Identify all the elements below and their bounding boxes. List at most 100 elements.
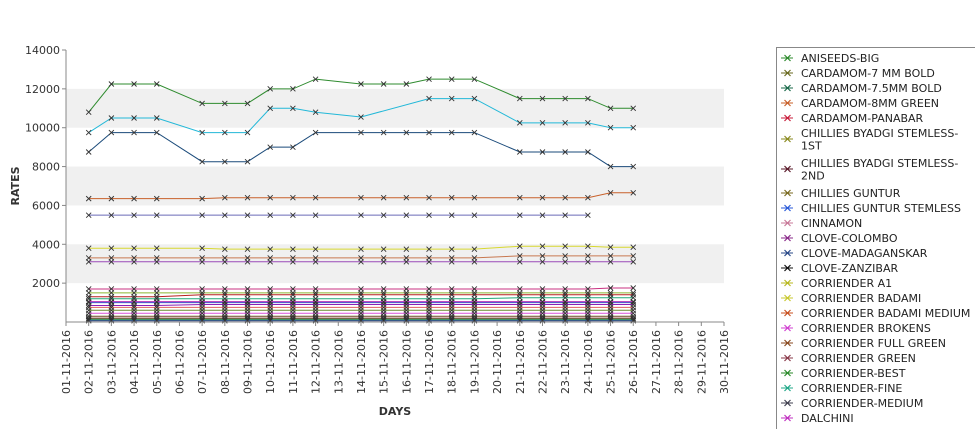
legend-swatch-marker	[784, 234, 791, 242]
legend-label: DALCHINI	[801, 412, 854, 425]
data-point-marker	[380, 318, 387, 324]
legend-item: CHILLIES BYADGI STEMLESS-1ST	[781, 127, 958, 153]
data-point-marker	[426, 258, 432, 265]
data-point-marker	[426, 76, 432, 82]
legend-swatch-marker	[784, 249, 791, 257]
data-point-marker	[471, 246, 478, 252]
data-point-marker	[380, 298, 387, 305]
data-point-marker	[222, 158, 228, 165]
x-tick-label: 09-11-2016	[242, 330, 255, 394]
data-point-marker	[539, 298, 546, 305]
legend-item: CHILLIES BYADGI STEMLESS-2ND	[781, 157, 958, 183]
series-line	[88, 245, 634, 250]
data-point-marker	[585, 243, 591, 250]
legend-item: CORRIENDER BROKENS	[781, 322, 931, 335]
x-tick-label: 30-11-2016	[718, 330, 731, 394]
data-point-marker	[516, 318, 523, 324]
series-line	[88, 297, 634, 300]
legend-label: ANISEEDS-BIG	[801, 52, 879, 65]
legend-item: CORRIENDER-BEST	[781, 367, 906, 380]
data-point-marker	[222, 246, 228, 252]
series-dalchini	[85, 298, 637, 305]
x-tick-label: 08-11-2016	[219, 330, 232, 394]
series-aniseeds-big	[85, 76, 637, 115]
data-point-marker	[85, 129, 92, 136]
legend-swatch-marker	[784, 264, 791, 272]
data-point-marker	[585, 318, 591, 324]
data-point-marker	[516, 243, 523, 250]
data-point-marker	[312, 246, 319, 252]
legend-label: CHILLIES BYADGI STEMLESS-2ND	[801, 157, 958, 183]
data-point-marker	[448, 129, 455, 136]
data-point-marker	[403, 246, 410, 252]
x-tick-label: 21-11-2016	[514, 330, 527, 394]
data-point-marker	[471, 298, 478, 305]
data-point-marker	[153, 129, 160, 136]
data-point-marker	[312, 212, 319, 218]
data-point-marker	[85, 109, 92, 115]
data-point-marker	[312, 318, 319, 324]
legend-label: CLOVE-MADAGANSKAR	[801, 247, 928, 260]
data-point-marker	[403, 298, 410, 305]
legend-item: CLOVE-ZANZIBAR	[781, 262, 898, 275]
data-point-marker	[403, 212, 410, 218]
data-point-marker	[380, 258, 387, 265]
data-point-marker	[448, 76, 455, 82]
data-point-marker	[471, 95, 478, 102]
data-point-marker	[199, 298, 205, 305]
series-cardamom-7-5mm-bold	[85, 129, 637, 170]
data-point-marker	[630, 298, 637, 305]
data-point-marker	[267, 212, 274, 218]
data-point-marker	[516, 120, 523, 126]
y-tick-label: 2000	[32, 277, 60, 290]
data-point-marker	[471, 212, 478, 218]
data-point-marker	[516, 149, 523, 155]
series-cinnamon	[85, 285, 637, 292]
data-point-marker	[222, 318, 228, 324]
data-point-marker	[85, 258, 92, 265]
data-point-marker	[358, 258, 364, 265]
legend-swatch-marker	[784, 399, 791, 407]
legend-label: CORRIENDER A1	[801, 277, 892, 290]
data-point-marker	[539, 212, 546, 218]
data-point-marker	[312, 129, 319, 136]
data-point-marker	[108, 129, 115, 136]
x-tick-label: 19-11-2016	[468, 330, 481, 394]
data-point-marker	[290, 286, 296, 292]
legend-swatch-marker	[784, 294, 791, 302]
data-point-marker	[108, 212, 115, 218]
data-point-marker	[426, 194, 432, 201]
series-corriender-brokens	[85, 310, 637, 317]
data-point-marker	[630, 244, 637, 251]
legend-item: CLOVE-COLOMBO	[781, 232, 898, 245]
legend-swatch-marker	[784, 84, 791, 92]
data-point-marker	[267, 194, 274, 201]
data-point-marker	[562, 243, 568, 250]
legend-item: CARDAMOM-PANABAR	[781, 112, 924, 125]
x-tick-label: 18-11-2016	[446, 330, 459, 394]
data-point-marker	[358, 114, 364, 120]
axes	[65, 50, 724, 323]
data-point-marker	[630, 253, 637, 259]
data-point-marker	[267, 258, 274, 265]
data-point-marker	[539, 258, 546, 265]
data-point-marker	[222, 298, 228, 305]
data-point-marker	[585, 298, 591, 305]
x-tick-label: 07-11-2016	[196, 330, 209, 394]
data-point-marker	[290, 212, 296, 218]
data-point-marker	[222, 212, 228, 218]
data-point-marker	[539, 194, 546, 201]
series-line	[88, 287, 634, 290]
data-point-marker	[607, 163, 614, 170]
data-point-marker	[199, 258, 205, 265]
data-point-marker	[358, 246, 364, 252]
data-point-marker	[108, 81, 115, 87]
data-point-marker	[562, 149, 568, 155]
data-point-marker	[607, 298, 614, 305]
data-point-marker	[380, 194, 387, 201]
data-point-marker	[153, 286, 160, 292]
legend-items: ANISEEDS-BIG CARDAMOM-7 MM BOLD CARDAMOM-7…	[781, 52, 970, 429]
data-point-marker	[222, 129, 228, 136]
legend-label: CARDAMOM-8MM GREEN	[801, 97, 939, 110]
data-point-marker	[131, 258, 137, 265]
